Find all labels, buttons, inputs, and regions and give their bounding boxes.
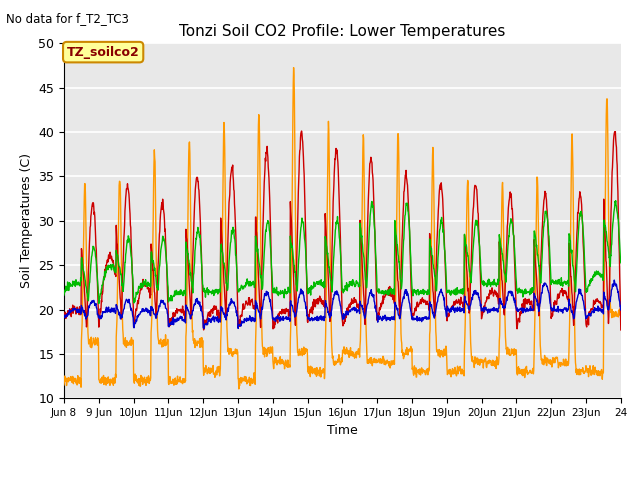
Text: No data for f_T2_TC3: No data for f_T2_TC3 xyxy=(6,12,129,25)
X-axis label: Time: Time xyxy=(327,424,358,437)
Text: TZ_soilco2: TZ_soilco2 xyxy=(67,46,140,59)
Legend: Open -8cm, Tree -8cm, Open -16cm, Tree -16cm: Open -8cm, Tree -8cm, Open -16cm, Tree -… xyxy=(114,476,571,480)
Y-axis label: Soil Temperatures (C): Soil Temperatures (C) xyxy=(20,153,33,288)
Title: Tonzi Soil CO2 Profile: Lower Temperatures: Tonzi Soil CO2 Profile: Lower Temperatur… xyxy=(179,24,506,39)
